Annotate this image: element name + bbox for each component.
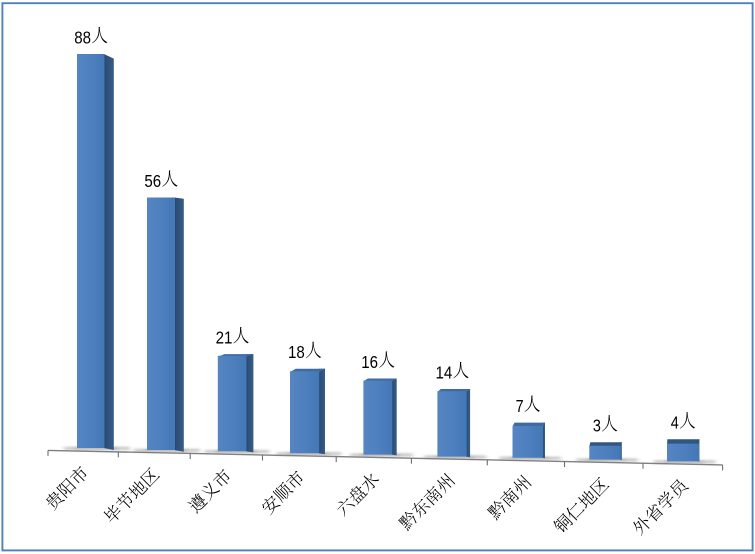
svg-text:3: 3: [593, 416, 601, 436]
svg-text:88: 88: [74, 27, 91, 47]
svg-text:16: 16: [361, 352, 378, 372]
svg-text:56: 56: [144, 171, 161, 191]
svg-text:14: 14: [436, 362, 453, 382]
svg-text:21: 21: [216, 327, 233, 347]
svg-text:4: 4: [671, 413, 679, 433]
svg-text:18: 18: [288, 342, 305, 362]
svg-text:7: 7: [516, 396, 524, 416]
